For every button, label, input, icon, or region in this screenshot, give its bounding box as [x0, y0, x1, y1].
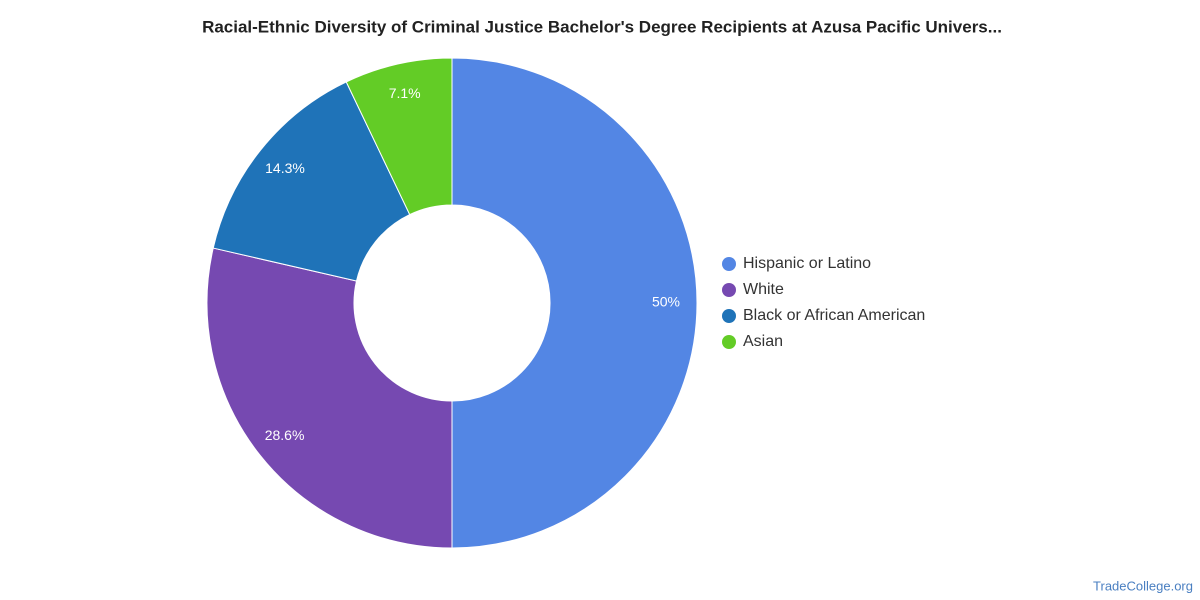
- slice: [451, 57, 698, 549]
- watermark: TradeCollege.org: [1093, 578, 1193, 593]
- legend-marker: [722, 309, 736, 323]
- slice-label: 7.1%: [389, 85, 421, 101]
- slice: [206, 247, 453, 549]
- slice-label: 28.6%: [265, 427, 305, 443]
- legend-label: Asian: [743, 333, 783, 350]
- slice-label: 50%: [652, 294, 680, 310]
- slice: [345, 57, 453, 216]
- legend-label: Hispanic or Latino: [743, 255, 871, 272]
- legend-marker: [722, 283, 736, 297]
- slice: [212, 81, 411, 282]
- slice-label: 14.3%: [265, 160, 305, 176]
- legend-marker: [722, 257, 736, 271]
- chart-title: Racial-Ethnic Diversity of Criminal Just…: [202, 17, 1002, 36]
- legend-label: White: [743, 281, 784, 298]
- legend-marker: [722, 335, 736, 349]
- legend-label: Black or African American: [743, 307, 925, 324]
